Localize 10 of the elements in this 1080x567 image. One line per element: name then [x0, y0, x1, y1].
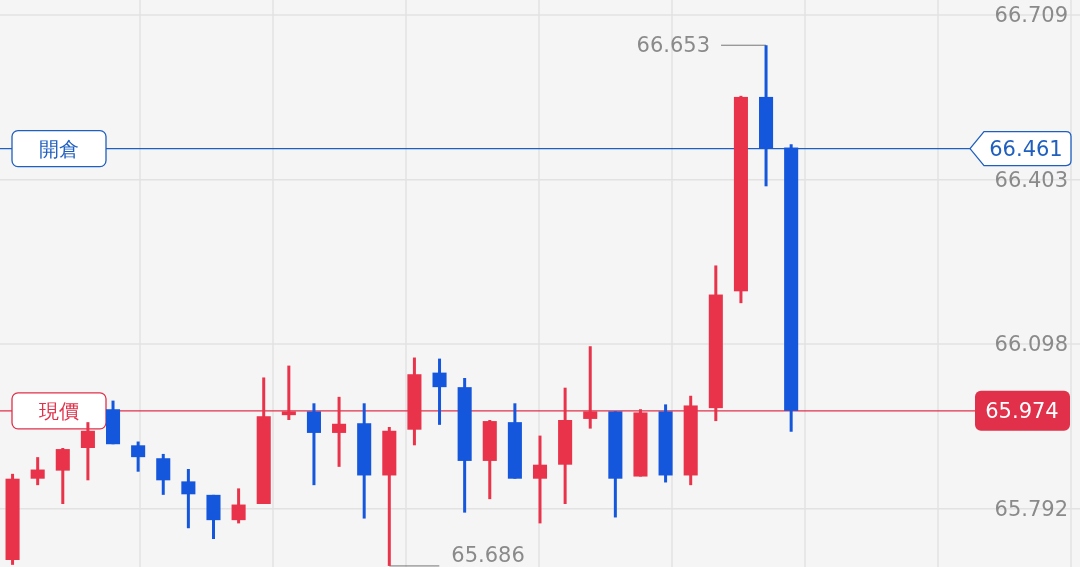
annotation: 66.461 — [989, 136, 1063, 161]
annotation: 65.974 — [985, 398, 1059, 423]
ref-line-label: 現價 — [39, 398, 79, 423]
y-tick-label: 66.403 — [994, 167, 1068, 192]
annotation: 66.653 — [636, 33, 711, 58]
y-tick-label: 66.098 — [994, 332, 1068, 357]
ref-line-label: 開倉 — [39, 136, 79, 161]
annotation: 65.686 — [451, 543, 525, 567]
y-tick-label: 66.709 — [994, 3, 1068, 28]
y-tick-label: 65.792 — [994, 496, 1068, 521]
